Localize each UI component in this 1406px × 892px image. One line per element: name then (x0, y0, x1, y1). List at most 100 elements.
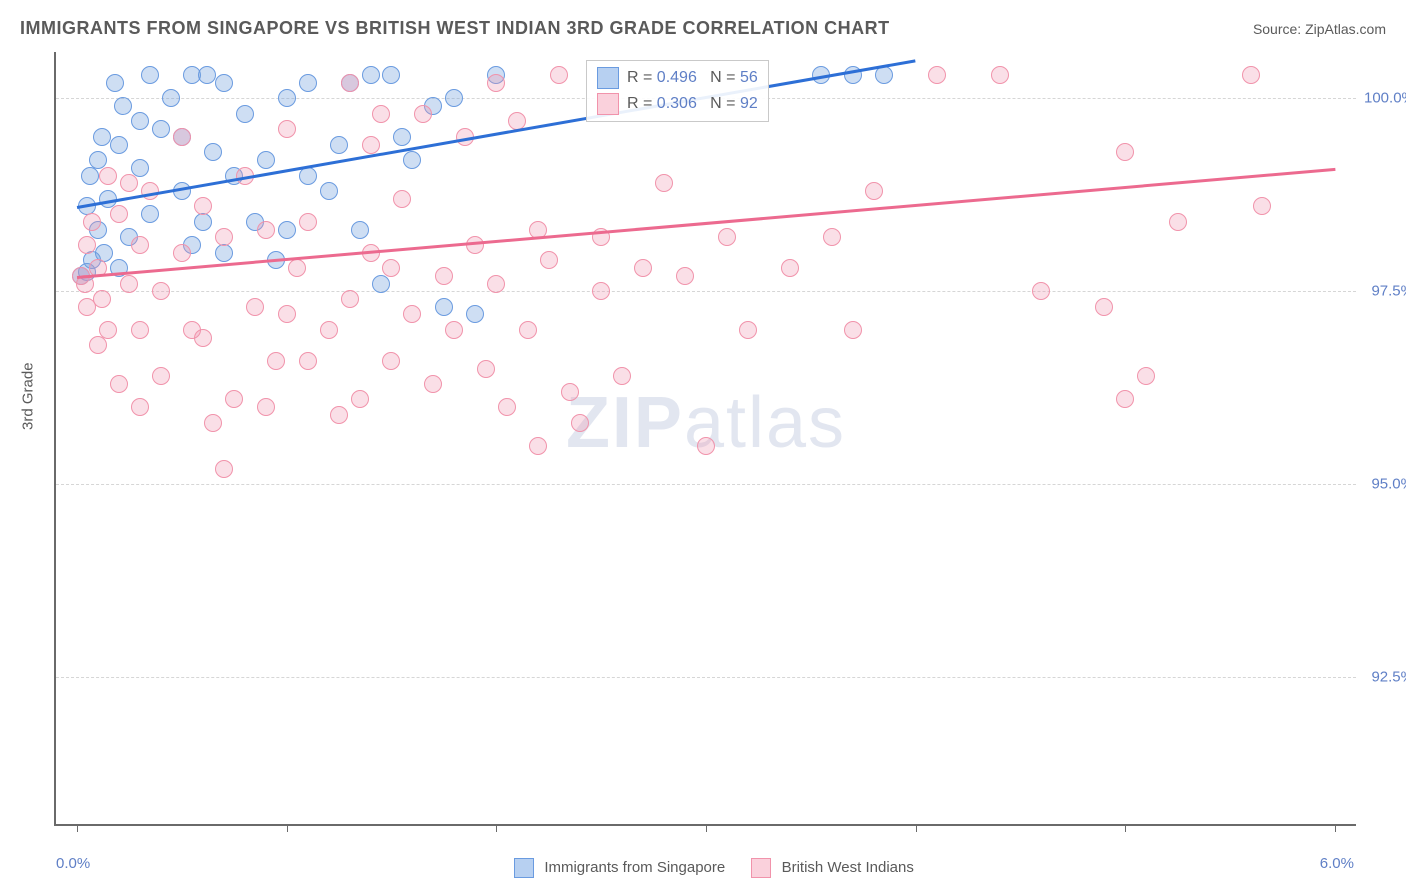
data-point (466, 236, 484, 254)
data-point (152, 120, 170, 138)
data-point (110, 136, 128, 154)
data-point (215, 460, 233, 478)
xtick (1125, 824, 1126, 832)
data-point (162, 89, 180, 107)
data-point (424, 375, 442, 393)
data-point (403, 305, 421, 323)
data-point (393, 128, 411, 146)
data-point (257, 151, 275, 169)
data-point (445, 89, 463, 107)
data-point (330, 406, 348, 424)
bottom-legend: Immigrants from Singapore British West I… (0, 858, 1406, 878)
data-point (550, 66, 568, 84)
ytick-label: 100.0% (1364, 90, 1406, 107)
data-point (198, 66, 216, 84)
data-point (320, 321, 338, 339)
data-point (498, 398, 516, 416)
data-point (341, 74, 359, 92)
data-point (403, 151, 421, 169)
xtick (77, 824, 78, 832)
data-point (414, 105, 432, 123)
data-point (487, 275, 505, 293)
data-point (341, 290, 359, 308)
data-point (1116, 390, 1134, 408)
data-point (110, 205, 128, 223)
data-point (466, 305, 484, 323)
legend-label-singapore: Immigrants from Singapore (544, 859, 725, 876)
data-point (928, 66, 946, 84)
stat-legend-text: R = 0.496 N = 56 (627, 69, 758, 87)
data-point (739, 321, 757, 339)
data-point (330, 136, 348, 154)
ytick-label: 95.0% (1364, 476, 1406, 493)
data-point (278, 89, 296, 107)
data-point (372, 275, 390, 293)
data-point (173, 244, 191, 262)
data-point (288, 259, 306, 277)
data-point (267, 352, 285, 370)
xtick (287, 824, 288, 832)
data-point (236, 105, 254, 123)
data-point (529, 437, 547, 455)
plot-area: ZIPatlas 92.5%95.0%97.5%100.0%R = 0.496 … (54, 52, 1356, 826)
legend-swatch-singapore (514, 858, 534, 878)
data-point (781, 259, 799, 277)
data-point (131, 321, 149, 339)
xtick (706, 824, 707, 832)
data-point (152, 282, 170, 300)
stat-legend-swatch (597, 93, 619, 115)
xtick (916, 824, 917, 832)
data-point (141, 205, 159, 223)
data-point (844, 321, 862, 339)
data-point (823, 228, 841, 246)
stat-legend-row: R = 0.306 N = 92 (597, 91, 758, 117)
data-point (215, 244, 233, 262)
data-point (131, 236, 149, 254)
data-point (194, 197, 212, 215)
data-point (194, 329, 212, 347)
stat-legend: R = 0.496 N = 56 R = 0.306 N = 92 (586, 60, 769, 122)
stat-legend-swatch (597, 67, 619, 89)
data-point (382, 66, 400, 84)
data-point (393, 190, 411, 208)
title-bar: IMMIGRANTS FROM SINGAPORE VS BRITISH WES… (20, 18, 1386, 39)
data-point (875, 66, 893, 84)
data-point (487, 74, 505, 92)
data-point (173, 128, 191, 146)
data-point (141, 66, 159, 84)
data-point (351, 390, 369, 408)
data-point (382, 352, 400, 370)
xlabel-left: 0.0% (56, 855, 90, 872)
data-point (1116, 143, 1134, 161)
legend-label-bwi: British West Indians (782, 859, 914, 876)
data-point (655, 174, 673, 192)
data-point (246, 298, 264, 316)
y-axis-label: 3rd Grade (20, 362, 37, 430)
ytick-label: 97.5% (1364, 283, 1406, 300)
data-point (382, 259, 400, 277)
data-point (299, 213, 317, 231)
gridline (56, 484, 1356, 485)
data-point (435, 267, 453, 285)
data-point (372, 105, 390, 123)
data-point (540, 251, 558, 269)
data-point (1242, 66, 1260, 84)
data-point (718, 228, 736, 246)
data-point (435, 298, 453, 316)
data-point (477, 360, 495, 378)
data-point (320, 182, 338, 200)
data-point (194, 213, 212, 231)
data-point (445, 321, 463, 339)
data-point (299, 352, 317, 370)
data-point (131, 112, 149, 130)
data-point (561, 383, 579, 401)
data-point (215, 74, 233, 92)
data-point (225, 390, 243, 408)
data-point (299, 74, 317, 92)
data-point (351, 221, 369, 239)
stat-legend-text: R = 0.306 N = 92 (627, 95, 758, 113)
data-point (99, 321, 117, 339)
legend-swatch-bwi (751, 858, 771, 878)
data-point (215, 228, 233, 246)
data-point (110, 375, 128, 393)
